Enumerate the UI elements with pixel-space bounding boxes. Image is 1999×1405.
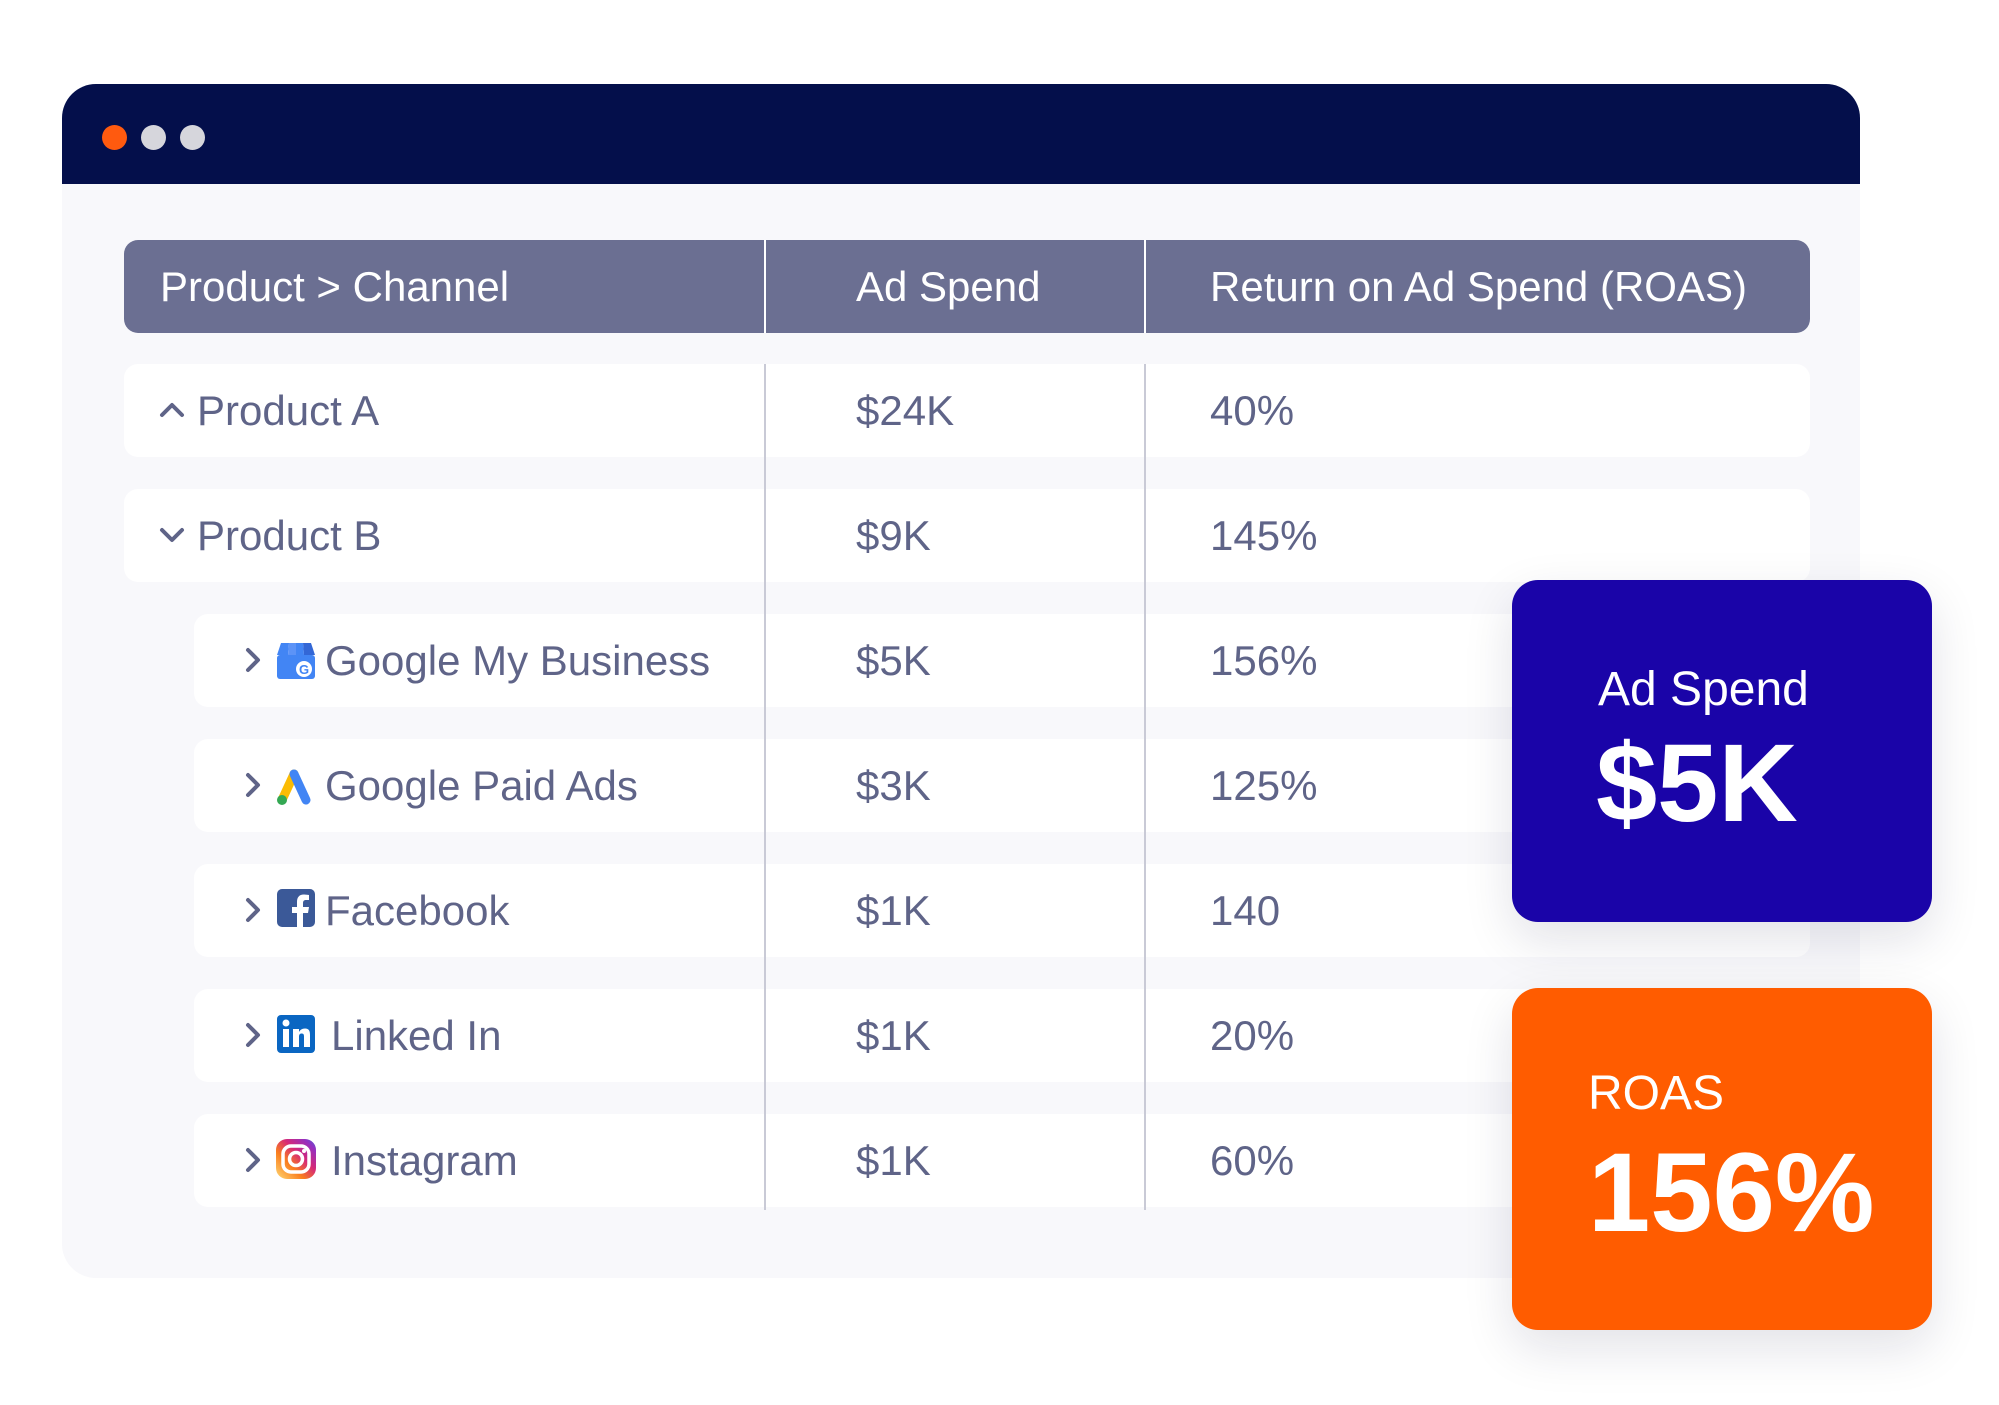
ad-spend-kpi-card: Ad Spend $5K xyxy=(1512,580,1932,922)
roas-value: 60% xyxy=(1210,1137,1295,1184)
column-header-ad-spend[interactable]: Ad Spend xyxy=(856,263,1041,310)
row-label: Instagram xyxy=(331,1137,518,1184)
google-my-business-icon: G xyxy=(274,639,318,683)
kpi-label: ROAS xyxy=(1588,1067,1725,1120)
row-label: Linked In xyxy=(331,1012,502,1059)
roas-value: 156% xyxy=(1210,637,1318,684)
chevron-up-icon[interactable] xyxy=(157,395,187,425)
linkedin-icon xyxy=(277,1015,321,1059)
roas-value: 145% xyxy=(1210,512,1318,559)
kpi-value: $5K xyxy=(1596,722,1798,845)
column-divider xyxy=(764,364,766,1210)
chevron-right-icon[interactable] xyxy=(238,895,268,925)
column-header-product-channel[interactable]: Product > Channel xyxy=(160,263,510,310)
row-label: Product A xyxy=(197,387,380,434)
roas-kpi-card: ROAS 156% xyxy=(1512,988,1932,1330)
chevron-down-icon[interactable] xyxy=(157,520,187,550)
chevron-right-icon[interactable] xyxy=(238,770,268,800)
svg-text:G: G xyxy=(299,662,309,677)
ad-spend-value: $1K xyxy=(856,1012,931,1059)
table-row-product-a[interactable]: Product A $24K 40% xyxy=(124,364,1810,457)
ad-spend-value: $5K xyxy=(856,637,931,684)
row-label: Google Paid Ads xyxy=(325,762,638,809)
table-row-product-b[interactable]: Product B $9K 145% xyxy=(124,489,1810,582)
roas-value: 125% xyxy=(1210,762,1318,809)
column-header-roas[interactable]: Return on Ad Spend (ROAS) xyxy=(1210,263,1747,310)
kpi-label: Ad Spend xyxy=(1598,663,1809,716)
window-titlebar xyxy=(62,84,1860,184)
row-label: Product B xyxy=(197,512,382,559)
minimize-dot[interactable] xyxy=(141,125,166,150)
roas-value: 40% xyxy=(1210,387,1295,434)
roas-value: 20% xyxy=(1210,1012,1295,1059)
maximize-dot[interactable] xyxy=(180,125,205,150)
column-divider xyxy=(764,240,766,333)
row-label: Google My Business xyxy=(325,637,711,684)
chevron-right-icon[interactable] xyxy=(238,1145,268,1175)
roas-value: 140 xyxy=(1210,887,1281,934)
facebook-icon xyxy=(276,888,320,932)
row-label: Facebook xyxy=(325,887,510,934)
ad-spend-value: $9K xyxy=(856,512,931,559)
instagram-icon xyxy=(275,1138,319,1182)
google-ads-icon xyxy=(272,764,316,808)
chevron-right-icon[interactable] xyxy=(238,645,268,675)
kpi-value: 156% xyxy=(1588,1130,1875,1255)
ad-spend-value: $3K xyxy=(856,762,931,809)
table-header: Product > Channel Ad Spend Return on Ad … xyxy=(124,240,1810,333)
close-dot[interactable] xyxy=(102,125,127,150)
column-divider xyxy=(1144,364,1146,1210)
ad-spend-value: $1K xyxy=(856,1137,931,1184)
ad-spend-value: $1K xyxy=(856,887,931,934)
chevron-right-icon[interactable] xyxy=(238,1020,268,1050)
column-divider xyxy=(1144,240,1146,333)
ad-spend-value: $24K xyxy=(856,387,955,434)
